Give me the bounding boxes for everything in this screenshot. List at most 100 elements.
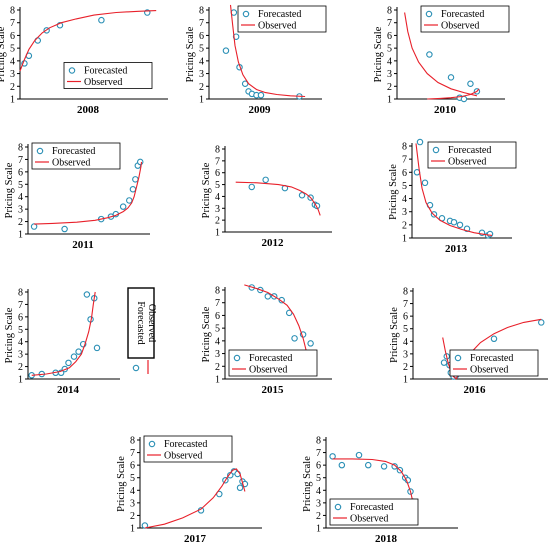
- forecast-point: [257, 91, 265, 99]
- legend-observed-label: Observed: [258, 21, 296, 32]
- forecast-point: [440, 359, 448, 366]
- legend-forecasted-marker: [68, 67, 76, 74]
- forecast-point: [416, 138, 424, 146]
- forecast-point: [136, 158, 144, 166]
- year-label: 2016: [464, 384, 487, 396]
- legend-forecasted-label: Forecasted: [448, 145, 491, 156]
- y-tick-label: 1: [316, 524, 321, 535]
- y-tick-label: 5: [18, 180, 23, 191]
- forecast-point: [132, 176, 139, 183]
- legend-forecasted-marker: [132, 364, 140, 372]
- forecast-point: [537, 319, 545, 326]
- legend-forecasted-label: Forecasted: [52, 146, 95, 157]
- y-tick-label: 5: [130, 473, 135, 484]
- y-axis-label: Pricing Scale: [201, 162, 212, 218]
- y-tick-label: 8: [403, 287, 408, 298]
- forecast-point: [61, 225, 68, 233]
- y-tick-label: 5: [403, 324, 408, 335]
- forecast-point: [119, 203, 127, 210]
- y-tick-label: 8: [18, 288, 23, 299]
- y-axis-label: Pricing Scale: [185, 26, 196, 82]
- y-tick-label: 7: [130, 448, 135, 459]
- y-tick-label: 7: [10, 18, 15, 29]
- observed-line: [144, 468, 246, 529]
- y-axis-label: Pricing Scale: [4, 162, 15, 218]
- y-tick-label: 5: [199, 44, 204, 55]
- legend-observed-label: Observed: [448, 157, 486, 168]
- y-tick-label: 7: [199, 18, 204, 29]
- y-tick-label: 3: [130, 498, 135, 509]
- y-axis-label: Pricing Scale: [302, 456, 313, 512]
- year-label: 2017: [184, 533, 207, 545]
- legend-forecasted-marker: [425, 10, 433, 18]
- observed-line: [235, 181, 321, 216]
- forecast-point: [307, 340, 314, 347]
- y-tick-label: 1: [402, 234, 407, 245]
- y-tick-label: 2: [402, 220, 407, 231]
- y-tick-label: 4: [403, 337, 408, 348]
- y-tick-label: 4: [215, 336, 220, 347]
- forecast-point: [129, 186, 137, 193]
- y-tick-label: 5: [215, 180, 220, 191]
- legend-forecasted-label: Forecasted: [249, 353, 292, 364]
- forecast-point: [278, 296, 285, 304]
- forecast-point: [298, 191, 306, 199]
- y-tick-label: 8: [387, 6, 392, 17]
- y-tick-label: 4: [199, 56, 204, 67]
- y-tick-label: 4: [18, 192, 23, 203]
- forecast-point: [126, 197, 133, 204]
- y-tick-label: 8: [215, 286, 220, 297]
- y-tick-label: 4: [130, 486, 135, 497]
- forecast-point: [30, 223, 38, 230]
- y-tick-label: 2: [316, 511, 321, 522]
- y-tick-label: 4: [215, 192, 220, 203]
- observed-line: [34, 161, 143, 225]
- y-tick-label: 8: [316, 436, 321, 447]
- forecast-point: [380, 463, 388, 470]
- y-tick-label: 3: [316, 498, 321, 509]
- y-tick-label: 5: [316, 473, 321, 484]
- forecast-point: [75, 348, 82, 355]
- y-tick-label: 3: [199, 69, 204, 80]
- y-tick-label: 8: [18, 143, 23, 154]
- y-axis-label: Pricing Scale: [373, 26, 384, 82]
- forecast-point: [232, 33, 240, 40]
- forecast-point: [241, 80, 249, 87]
- forecast-point: [364, 461, 372, 469]
- y-tick-label: 6: [403, 312, 408, 323]
- forecast-point: [426, 51, 433, 58]
- y-axis-label: Pricing Scale: [388, 164, 399, 220]
- y-tick-label: 4: [18, 337, 23, 348]
- forecast-point: [291, 335, 298, 342]
- y-tick-label: 6: [402, 168, 407, 179]
- y-tick-label: 7: [18, 155, 23, 166]
- forecast-point: [65, 359, 72, 367]
- forecast-point: [355, 451, 363, 459]
- forecast-point: [70, 353, 78, 360]
- y-tick-label: 5: [18, 325, 23, 336]
- forecast-point: [141, 522, 149, 529]
- observed-line: [427, 88, 480, 100]
- observed-line: [442, 337, 457, 380]
- legend-forecasted-label: Forecasted: [258, 9, 301, 20]
- y-tick-label: 2: [18, 362, 23, 373]
- legend-observed-label: Observed: [441, 21, 479, 32]
- y-tick-label: 8: [402, 142, 407, 153]
- y-tick-label: 6: [18, 312, 23, 323]
- y-tick-label: 4: [387, 56, 392, 67]
- y-tick-label: 1: [18, 375, 23, 386]
- y-tick-label: 4: [316, 486, 321, 497]
- year-label: 2011: [72, 239, 93, 251]
- y-tick-label: 1: [403, 375, 408, 386]
- forecast-point: [486, 230, 494, 238]
- legend-observed-label: Observed: [52, 158, 90, 169]
- year-label: 2018: [375, 533, 398, 545]
